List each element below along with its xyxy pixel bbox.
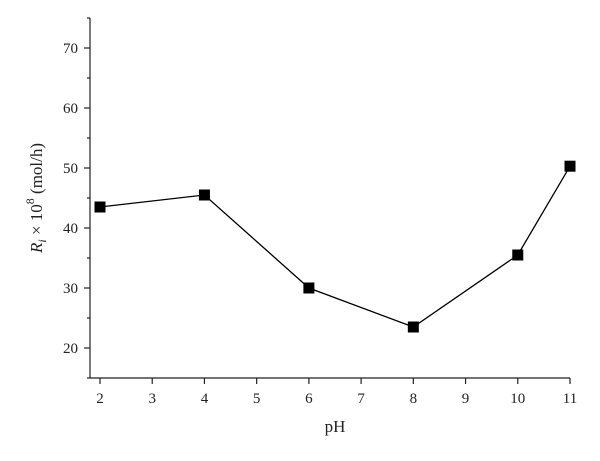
y-label-exponent: 8	[23, 198, 37, 204]
y-tick-label: 40	[63, 221, 78, 237]
y-ticks: 20 30 40 50 60 70	[63, 17, 90, 379]
x-tick-label: 6	[305, 391, 313, 407]
y-label-symbol: R	[27, 242, 46, 254]
x-tick-label: 3	[148, 391, 156, 407]
data-point	[303, 282, 315, 294]
data-point	[94, 201, 106, 213]
y-tick-label: 50	[63, 161, 78, 177]
x-tick-label: 8	[410, 391, 418, 407]
axes	[89, 18, 570, 379]
x-tick-label: 5	[253, 391, 261, 407]
data-point	[198, 189, 210, 201]
x-tick-label: 11	[563, 391, 577, 407]
x-axis-label: pH	[325, 417, 346, 436]
y-label-unit: (mol/h)	[27, 143, 46, 198]
y-label-subscript: i	[35, 239, 49, 242]
series-line	[99, 165, 571, 328]
x-tick-label: 7	[357, 391, 365, 407]
x-tick-label: 10	[510, 391, 525, 407]
y-tick-label: 60	[63, 101, 78, 117]
data-point	[512, 249, 524, 261]
y-tick-label: 30	[63, 281, 78, 297]
x-tick-label: 9	[462, 391, 470, 407]
data-point	[564, 160, 576, 172]
x-tick-label: 2	[96, 391, 104, 407]
y-axis-label: Ri × 108 (mol/h)	[23, 143, 49, 254]
y-tick-label: 20	[63, 341, 78, 357]
plot-series	[94, 160, 576, 333]
y-tick-label: 70	[63, 41, 78, 57]
data-point	[407, 321, 419, 333]
x-tick-label: 4	[201, 391, 209, 407]
y-label-times: × 10	[27, 204, 46, 239]
x-ticks: 2 3 4 5 6 7 8 9 10 11	[96, 378, 577, 407]
